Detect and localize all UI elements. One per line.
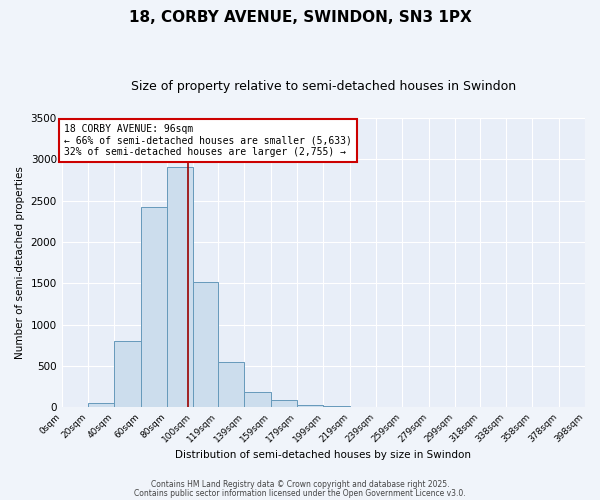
Bar (244, 392, 271, 407)
Bar (140, 207, 167, 408)
Bar (193, 282, 218, 408)
Text: Contains HM Land Registry data © Crown copyright and database right 2025.: Contains HM Land Registry data © Crown c… (151, 480, 449, 489)
Y-axis label: Number of semi-detached properties: Number of semi-detached properties (15, 166, 25, 359)
Bar (167, 168, 193, 408)
Bar (218, 362, 244, 408)
Title: Size of property relative to semi-detached houses in Swindon: Size of property relative to semi-detach… (131, 80, 516, 93)
Bar (271, 400, 297, 407)
Bar (114, 342, 140, 407)
Text: 18, CORBY AVENUE, SWINDON, SN3 1PX: 18, CORBY AVENUE, SWINDON, SN3 1PX (128, 10, 472, 25)
Text: Contains public sector information licensed under the Open Government Licence v3: Contains public sector information licen… (134, 490, 466, 498)
Text: 18 CORBY AVENUE: 96sqm
← 66% of semi-detached houses are smaller (5,633)
32% of : 18 CORBY AVENUE: 96sqm ← 66% of semi-det… (64, 124, 352, 157)
X-axis label: Distribution of semi-detached houses by size in Swindon: Distribution of semi-detached houses by … (175, 450, 472, 460)
Bar (323, 406, 350, 407)
Bar (88, 404, 114, 407)
Bar (297, 404, 323, 407)
